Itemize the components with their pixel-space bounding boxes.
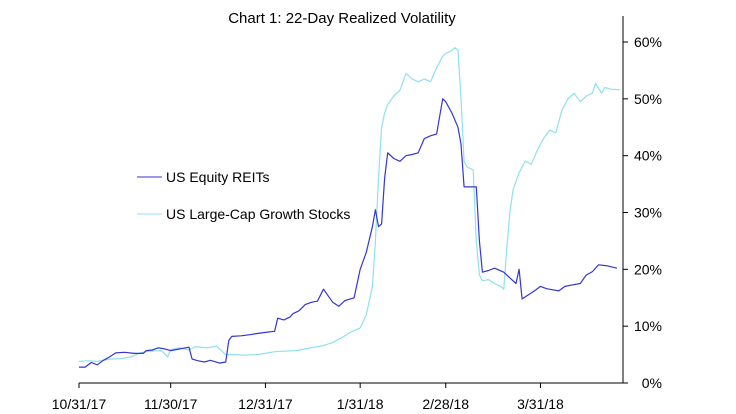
y-tick-label: 50% [634, 91, 662, 107]
y-tick-label: 60% [634, 34, 662, 50]
x-tick-label: 10/31/17 [52, 396, 107, 412]
series-line-reits [79, 98, 618, 368]
x-tick-label: 1/31/18 [337, 396, 384, 412]
y-axis-ticks: 0% 10% 20% 30% 40% 50% 60% [623, 34, 662, 391]
series-line-growth [78, 47, 620, 362]
y-tick-label: 30% [634, 205, 662, 221]
legend: US Equity REITs US Large-Cap Growth Stoc… [137, 169, 350, 222]
x-axis-ticks: 10/31/17 11/30/17 12/31/17 1/31/18 2/28/18 3/… [52, 383, 564, 412]
legend-label-reits: US Equity REITs [166, 169, 269, 185]
y-tick-label: 20% [634, 261, 662, 277]
y-tick-label: 40% [634, 148, 662, 164]
series-lines [78, 47, 620, 368]
x-tick-label: 12/31/17 [238, 396, 293, 412]
y-tick-label: 10% [634, 318, 662, 334]
chart-title: Chart 1: 22-Day Realized Volatility [228, 10, 456, 27]
x-tick-label: 2/28/18 [422, 396, 469, 412]
x-tick-label: 11/30/17 [144, 396, 198, 412]
x-tick-label: 3/31/18 [517, 396, 564, 412]
y-tick-label: 0% [642, 375, 662, 391]
legend-label-growth: US Large-Cap Growth Stocks [166, 206, 350, 222]
